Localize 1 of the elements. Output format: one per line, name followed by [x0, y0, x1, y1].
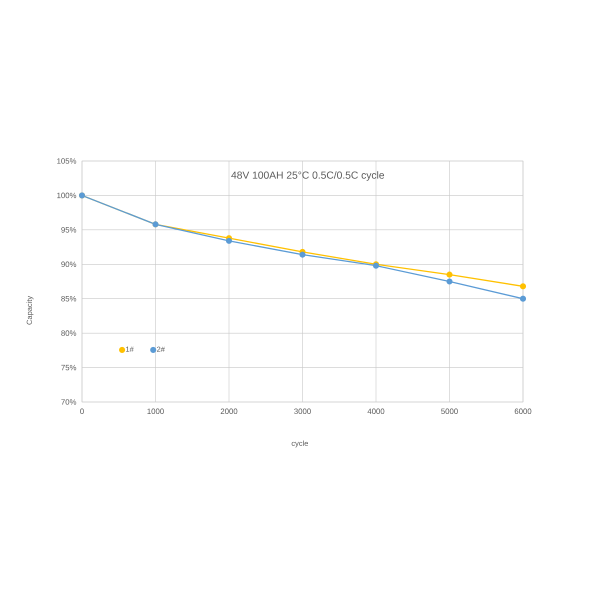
- text: 48V 100AH 25°C 0.5C/0.5C cycle: [231, 171, 384, 181]
